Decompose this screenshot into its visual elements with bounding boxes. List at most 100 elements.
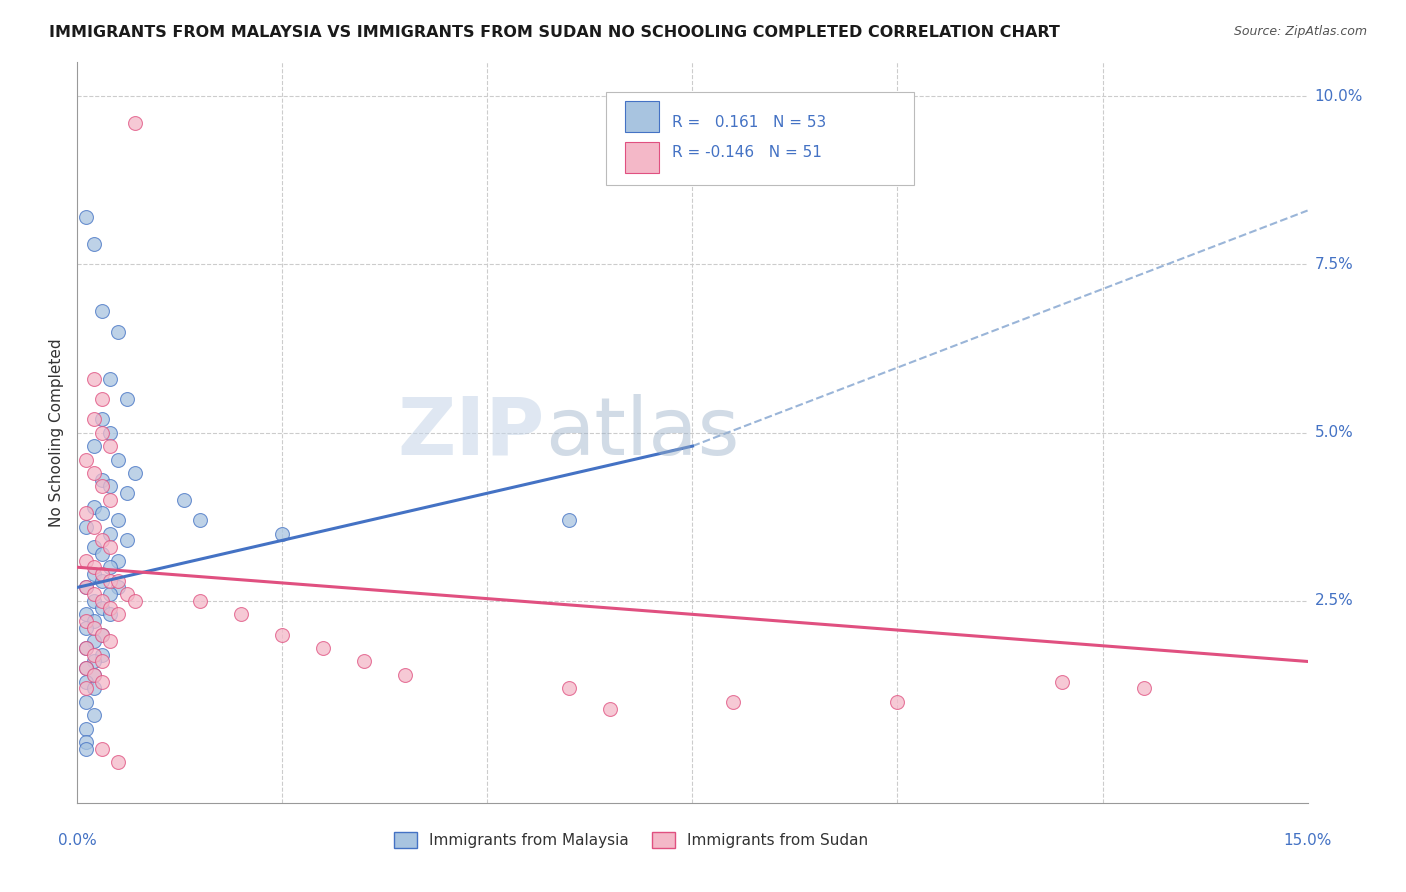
Point [83,681,105,696]
Point [886,695,908,709]
Point [83,587,105,601]
Y-axis label: No Schooling Completed: No Schooling Completed [49,338,65,527]
Point [90,742,114,756]
Point [115,486,138,500]
Point [558,513,581,527]
Text: 2.5%: 2.5% [1315,593,1353,608]
Point [98,526,121,541]
Point [90,655,114,669]
Point [90,533,114,548]
Point [90,547,114,561]
Point [75,520,97,534]
Text: 0.0%: 0.0% [58,833,97,848]
Point [75,674,97,689]
Point [90,479,114,493]
Point [231,607,253,622]
Text: 5.0%: 5.0% [1315,425,1353,440]
Point [83,237,105,252]
Point [1132,681,1154,696]
Point [83,621,105,635]
Point [115,392,138,406]
Point [83,520,105,534]
Point [107,325,129,339]
FancyBboxPatch shape [606,92,914,185]
Point [90,566,114,581]
Point [90,594,114,608]
Point [98,372,121,386]
Point [107,756,129,770]
Point [98,574,121,588]
Point [90,648,114,662]
Point [98,587,121,601]
Point [98,540,121,554]
Point [90,304,114,318]
Point [75,607,97,622]
Point [75,621,97,635]
Point [83,412,105,426]
Text: IMMIGRANTS FROM MALAYSIA VS IMMIGRANTS FROM SUDAN NO SCHOOLING COMPLETED CORRELA: IMMIGRANTS FROM MALAYSIA VS IMMIGRANTS F… [49,25,1060,40]
Point [107,452,129,467]
Point [83,708,105,723]
Point [83,668,105,682]
Point [124,466,146,480]
Point [90,473,114,487]
Text: Source: ZipAtlas.com: Source: ZipAtlas.com [1233,25,1367,38]
Point [75,640,97,655]
Point [83,566,105,581]
Legend: Immigrants from Malaysia, Immigrants from Sudan: Immigrants from Malaysia, Immigrants fro… [388,826,875,855]
Point [271,526,294,541]
Point [90,412,114,426]
Point [124,594,146,608]
Point [83,648,105,662]
Point [75,640,97,655]
Point [75,742,97,756]
Point [124,116,146,130]
Point [107,607,129,622]
Point [83,372,105,386]
Point [90,600,114,615]
Point [98,634,121,648]
Point [723,695,745,709]
Point [90,627,114,641]
Point [75,681,97,696]
Point [83,634,105,648]
Point [558,681,581,696]
Point [1050,674,1073,689]
Point [90,674,114,689]
Point [75,722,97,736]
Point [394,668,416,682]
Point [83,540,105,554]
Point [599,701,621,715]
Point [188,594,212,608]
Point [75,581,97,595]
FancyBboxPatch shape [624,101,659,132]
Point [83,614,105,628]
Point [75,452,97,467]
Point [173,492,195,507]
Point [75,211,97,225]
Point [353,655,375,669]
Text: 15.0%: 15.0% [1284,833,1331,848]
Point [188,513,212,527]
Text: atlas: atlas [546,393,740,472]
Point [90,627,114,641]
Point [98,425,121,440]
Point [98,600,121,615]
Point [107,574,129,588]
Point [271,627,294,641]
Point [107,553,129,567]
Point [83,655,105,669]
Text: 10.0%: 10.0% [1315,88,1362,103]
Point [98,560,121,574]
Point [75,553,97,567]
Text: R = -0.146   N = 51: R = -0.146 N = 51 [672,145,821,161]
Point [90,425,114,440]
Point [75,695,97,709]
Point [98,439,121,453]
Point [83,439,105,453]
Point [75,507,97,521]
Point [83,668,105,682]
Point [75,614,97,628]
Point [83,466,105,480]
Point [83,560,105,574]
